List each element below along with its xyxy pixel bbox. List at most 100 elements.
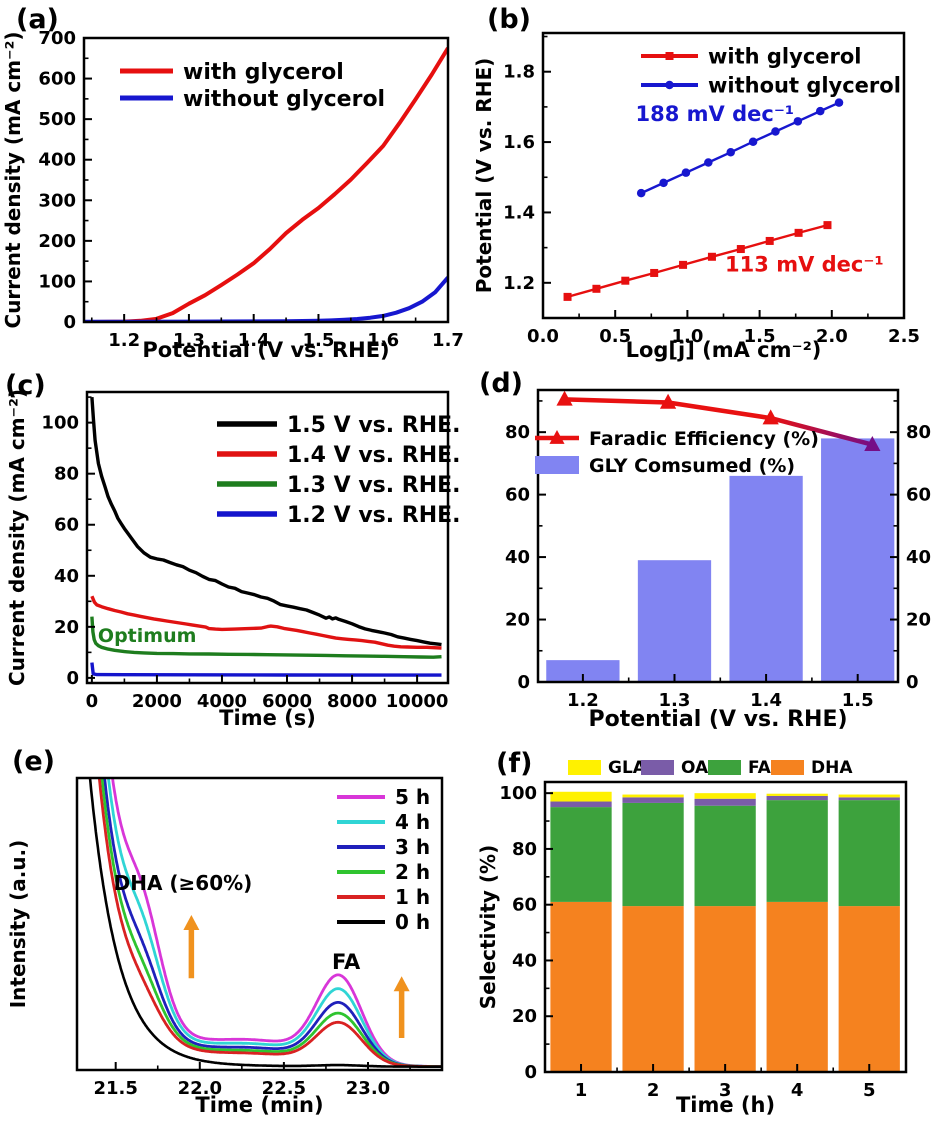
legend-swatch — [535, 456, 579, 474]
legend-label: FA — [748, 758, 772, 778]
y-axis-title: Selectivity (%) — [476, 845, 500, 1009]
panel-b-chart: 0.0 0.5 1.0 1.5 2.0 2.5 1.2 1.4 1.6 1.8 Log[j] (mA… — [472, 31, 920, 362]
legend-label: without glycerol — [708, 74, 901, 98]
marker-square — [794, 228, 803, 237]
marker-triangle — [864, 435, 881, 451]
x-tick-label: 1.5 — [842, 690, 874, 711]
y-tick-label: 40 — [54, 566, 79, 587]
annotation: DHA (≥60%) — [114, 871, 253, 895]
stack-segment-OA — [622, 797, 684, 803]
legend-label: with glycerol — [183, 60, 344, 85]
panel-a-label: (a) — [16, 4, 59, 35]
marker-triangle — [659, 393, 677, 409]
legend-label: GLY Comsumed (%) — [589, 455, 795, 477]
y-tick-label: 700 — [38, 28, 76, 49]
y-tick-label: 80 — [54, 464, 79, 485]
marker-square — [765, 236, 774, 245]
y2-tick-label: 80 — [906, 422, 931, 443]
marker-circle — [726, 148, 735, 157]
marker-square — [621, 276, 630, 285]
stack-segment-DHA — [550, 901, 612, 1072]
panel-c: (c) 0 2000 4000 6000 8000 10000 0 20 40 60 80 100 Ti… — [0, 370, 471, 740]
plot-border — [85, 390, 450, 685]
bar — [729, 475, 803, 682]
y-tick-label: 1.6 — [503, 132, 535, 153]
legend-label: 1.2 V vs. RHE. — [287, 503, 461, 528]
stack-segment-FA — [694, 805, 756, 907]
marker-circle — [815, 106, 825, 116]
y-axis-title: Potential (V vs. RHE) — [472, 58, 496, 294]
marker-circle — [704, 158, 713, 167]
legend-label: GLA — [608, 758, 647, 778]
marker-triangle — [556, 390, 573, 406]
x-tick-label: 2000 — [132, 691, 182, 712]
legend-label: 1.5 V vs. RHE. — [287, 413, 461, 438]
y-axis-title: Intensity (a.u.) — [6, 840, 30, 1009]
arrow-head — [183, 915, 200, 931]
panel-a-chart: 1.2 1.3 1.4 1.5 1.6 1.7 0 100 200 300 400 500 600 700… — [1, 28, 464, 362]
marker-circle — [748, 137, 758, 146]
panel-d-chart: 1.2 1.3 1.4 1.5 0 0 20 20 40 40 60 60 80 80 Potential … — [505, 388, 931, 732]
x-tick-label: 1.6 — [367, 330, 399, 351]
y-tick-label: 0 — [66, 668, 79, 689]
y-tick-label: 1.8 — [503, 62, 535, 83]
stack-segment-OA — [766, 795, 828, 801]
x-tick-label: 1.0 — [671, 326, 703, 347]
y-tick-label: 1.4 — [503, 202, 535, 223]
x-tick-label: 2.0 — [816, 326, 848, 347]
x-tick-label: 10000 — [386, 691, 449, 712]
y-tick-label: 40 — [512, 950, 537, 971]
stack-segment-OA — [838, 797, 900, 801]
marker-circle — [659, 178, 668, 188]
x-tick-label: 4000 — [197, 691, 247, 712]
legend-label: 4 h — [395, 810, 430, 834]
y-tick-label: 600 — [38, 69, 76, 90]
y-tick-label: 300 — [38, 190, 76, 211]
y-tick-label: 40 — [505, 547, 530, 568]
x-axis-title: Potential (V vs. RHE) — [588, 707, 847, 732]
x-tick-label: 0.5 — [599, 326, 631, 347]
marker-square — [665, 52, 674, 60]
series-4 h — [106, 778, 442, 1068]
y-tick-label: 500 — [38, 109, 76, 130]
legend-swatch — [771, 760, 804, 775]
x-tick-label: 2 — [647, 1080, 660, 1101]
y2-tick-label: 40 — [906, 547, 931, 568]
panel-d: (d) 1.2 1.3 1.4 1.5 0 0 20 20 40 40 60 60 80 80 Potent… — [471, 370, 942, 740]
x-tick-label: 8000 — [327, 691, 377, 712]
y-tick-label: 100 — [38, 271, 76, 292]
y-tick-label: 0 — [63, 312, 76, 333]
x-tick-label: 0.0 — [527, 326, 559, 347]
panel-e-chart: 21.5 22.0 22.5 23.0 Time (min) Intensity (a.u… — [6, 776, 444, 1117]
y-tick-label: 20 — [512, 1006, 537, 1027]
marker-square — [707, 252, 716, 261]
series-without glycerol — [84, 276, 448, 322]
x-tick-label: 1.3 — [173, 330, 205, 351]
stack-segment-DHA — [694, 906, 756, 1072]
legend-swatch — [708, 760, 741, 775]
y-tick-label: 20 — [505, 610, 530, 631]
x-tick-label: 1 — [575, 1080, 588, 1101]
x-axis-title: Time (s) — [219, 706, 316, 730]
legend-label: 1.3 V vs. RHE. — [287, 473, 461, 498]
legend-swatch — [641, 760, 674, 775]
legend-label: DHA — [811, 758, 853, 778]
legend-swatch — [568, 760, 601, 775]
y-tick-label: 200 — [38, 231, 76, 252]
arrow-head — [393, 976, 410, 992]
marker-square — [736, 245, 745, 254]
x-tick-label: 2.5 — [888, 326, 920, 347]
y2-tick-label: 20 — [906, 610, 931, 631]
stack-segment-GLA — [622, 794, 684, 798]
series-1.3 V vs. RHE. — [90, 616, 442, 659]
series-5 h — [111, 778, 442, 1068]
series-3 h — [103, 778, 442, 1068]
plot-border — [75, 776, 444, 1072]
panel-f-chart: 1 2 3 4 5 0 20 40 60 80 100 Time (h) Selectivity (%)… — [476, 758, 908, 1117]
stack-segment-GLA — [550, 791, 612, 802]
y-tick-label: 1.2 — [503, 273, 535, 294]
y-tick-label: 0 — [524, 1062, 537, 1083]
y-tick-label: 100 — [499, 783, 537, 804]
x-tick-label: 1.5 — [744, 326, 776, 347]
